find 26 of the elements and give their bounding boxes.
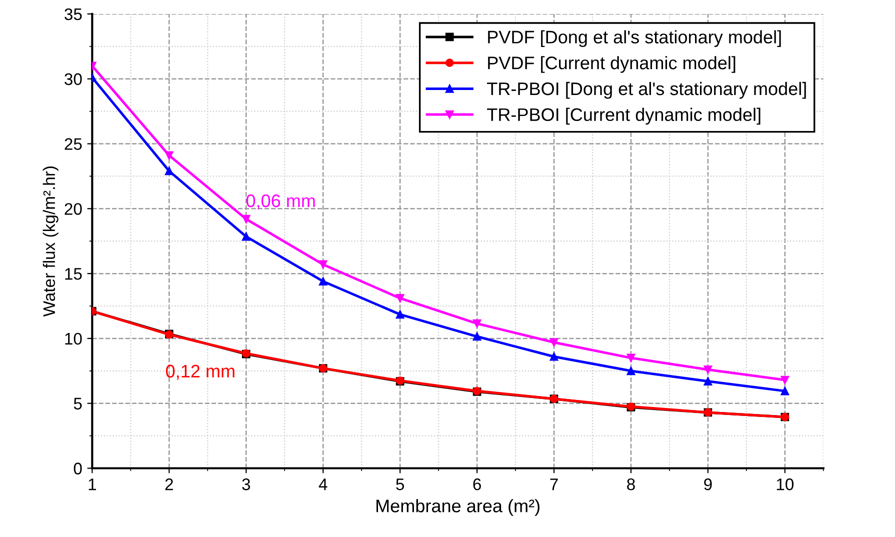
legend-label: TR-PBOI [Dong et al's stationary model]	[487, 82, 806, 99]
y-tick-label: 10	[65, 332, 82, 345]
x-tick-label: 4	[318, 478, 328, 490]
x-tick-label: 1	[88, 478, 96, 490]
legend-label: PVDF [Current dynamic model]	[488, 56, 736, 73]
x-tick-label: 6	[473, 478, 481, 490]
y-tick-label: 20	[64, 203, 82, 215]
annotation: 0,12 mm	[166, 364, 234, 380]
y-tick-label: 30	[64, 73, 82, 86]
x-tick-label: 7	[550, 478, 558, 490]
x-tick-label: 10	[776, 478, 794, 490]
annotation: 0,06 mm	[246, 194, 315, 210]
x-tick-label: 2	[165, 478, 173, 490]
x-tick-label: 3	[242, 478, 250, 490]
y-tick-label: 15	[65, 268, 82, 280]
y-axis-title: Water flux (kg/m².hr)	[42, 166, 58, 317]
x-tick-label: 5	[396, 478, 404, 490]
x-tick-label: 9	[704, 478, 712, 490]
legend-label: PVDF [Dong et al's stationary model]	[488, 30, 781, 48]
y-tick-label: 35	[64, 8, 82, 20]
legend-label: TR-PBOI [Current dynamic model]	[487, 108, 760, 125]
y-tick-label: 0	[74, 462, 82, 474]
x-axis-title: Membrane area (m²)	[376, 499, 540, 516]
x-tick-label: 8	[627, 478, 635, 490]
y-tick-label: 25	[64, 138, 82, 150]
y-tick-label: 5	[74, 398, 82, 410]
